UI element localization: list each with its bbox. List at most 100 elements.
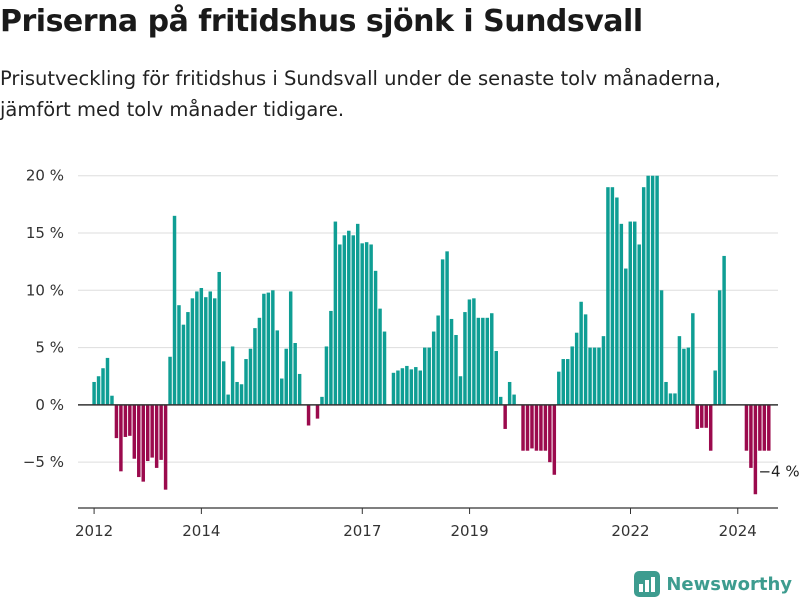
bar xyxy=(686,347,691,405)
bar xyxy=(280,378,284,405)
bar xyxy=(610,187,615,405)
bar xyxy=(525,404,530,451)
bar xyxy=(172,215,177,405)
bar xyxy=(695,404,700,429)
bar xyxy=(704,404,708,428)
bar xyxy=(226,394,230,405)
bar xyxy=(521,404,525,451)
bar xyxy=(691,313,695,405)
bar xyxy=(347,230,351,405)
y-tick-label: −5 % xyxy=(23,453,64,471)
bar xyxy=(168,356,172,405)
brand-logo: Newsworthy xyxy=(634,570,792,598)
bar xyxy=(758,404,762,451)
bar xyxy=(476,317,481,405)
bar xyxy=(713,370,717,405)
bar xyxy=(378,308,382,405)
bar xyxy=(592,347,597,405)
y-tick-label: 10 % xyxy=(26,281,64,299)
bar xyxy=(297,373,302,405)
bar xyxy=(199,288,204,405)
bar xyxy=(132,404,137,459)
bar xyxy=(177,305,181,405)
bar xyxy=(485,317,490,405)
bar xyxy=(534,404,539,451)
x-tick-label: 2022 xyxy=(611,522,649,540)
bar xyxy=(145,404,150,462)
bar xyxy=(548,404,552,463)
bar xyxy=(342,235,347,405)
bar xyxy=(574,332,579,405)
bar xyxy=(664,381,668,405)
bar xyxy=(503,404,507,429)
x-tick-label: 2012 xyxy=(75,522,113,540)
brand-name: Newsworthy xyxy=(666,573,792,595)
bar xyxy=(101,368,105,405)
bar xyxy=(119,404,123,472)
bar xyxy=(257,317,262,405)
bar xyxy=(597,347,601,405)
bar xyxy=(382,331,387,405)
bar xyxy=(405,365,409,405)
y-tick-label: 5 % xyxy=(35,339,64,357)
bar xyxy=(498,396,503,405)
chart-title: Priserna på fritidshus sjönk i Sundsvall xyxy=(0,4,643,39)
bar xyxy=(364,242,369,405)
bar xyxy=(306,404,311,426)
bar xyxy=(221,361,226,405)
bar xyxy=(235,381,239,405)
bar xyxy=(570,346,574,405)
bar xyxy=(329,310,333,405)
bar xyxy=(204,297,208,405)
bar xyxy=(700,404,704,428)
bar xyxy=(624,268,628,405)
bar xyxy=(659,290,664,405)
bar xyxy=(114,404,119,439)
bar xyxy=(253,328,257,405)
y-tick-label: 20 % xyxy=(26,167,64,185)
bar xyxy=(195,291,199,405)
x-tick-label: 2019 xyxy=(450,522,488,540)
bar xyxy=(507,381,512,405)
bar xyxy=(677,336,682,405)
bar xyxy=(543,404,548,451)
bar xyxy=(92,381,96,405)
bar xyxy=(275,330,280,405)
bar xyxy=(561,359,565,405)
bar xyxy=(494,351,498,405)
last-value-annotation: −4 % xyxy=(758,463,799,481)
bar xyxy=(320,396,324,405)
bar xyxy=(467,299,472,405)
bar xyxy=(431,331,436,405)
bar xyxy=(583,314,588,405)
bar xyxy=(159,404,163,460)
bar xyxy=(449,318,454,405)
bar xyxy=(490,313,494,405)
y-tick-label: 0 % xyxy=(35,396,64,414)
bar xyxy=(110,395,114,405)
bar xyxy=(315,404,320,419)
bar xyxy=(396,370,400,405)
bar xyxy=(409,369,414,405)
bar xyxy=(673,393,677,405)
bar xyxy=(248,348,253,405)
bar xyxy=(717,290,722,405)
bar xyxy=(208,291,212,405)
bar xyxy=(137,404,141,478)
bar xyxy=(530,404,534,449)
bar xyxy=(753,404,758,495)
bar xyxy=(333,221,338,405)
bar xyxy=(150,404,154,458)
bar xyxy=(744,404,749,451)
bar xyxy=(123,404,128,437)
bar xyxy=(440,259,445,405)
bar xyxy=(391,372,396,405)
bar xyxy=(105,357,110,405)
bar xyxy=(445,251,449,405)
bar xyxy=(293,343,297,405)
bar xyxy=(588,347,592,405)
bar xyxy=(239,384,244,405)
bar xyxy=(154,404,159,468)
bar xyxy=(619,223,624,405)
